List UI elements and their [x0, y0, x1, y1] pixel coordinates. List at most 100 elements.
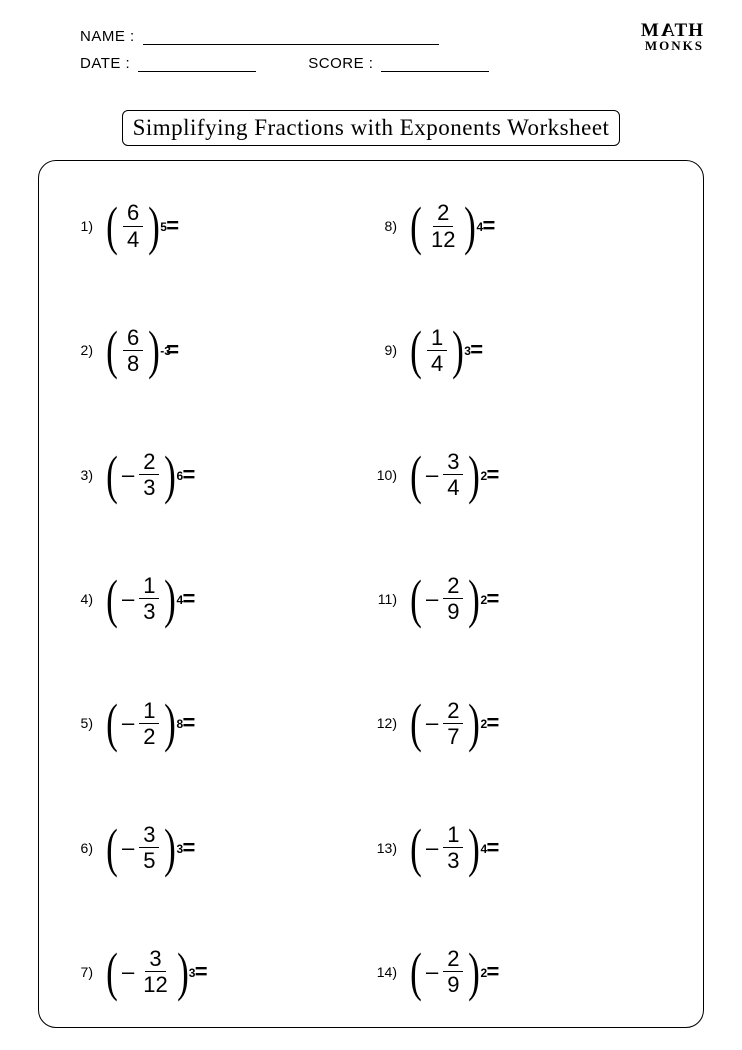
- expression: (–12)8=: [103, 696, 195, 750]
- exponent: 2: [480, 966, 487, 980]
- denominator: 9: [443, 972, 463, 996]
- equals-sign: =: [182, 835, 195, 861]
- title-wrap: Simplifying Fractions with Exponents Wor…: [38, 110, 704, 146]
- fraction: 29: [443, 574, 463, 623]
- denominator: 4: [443, 475, 463, 499]
- left-paren: (: [106, 821, 118, 875]
- problem: 13)(–13)4=: [371, 813, 675, 883]
- denominator: 5: [139, 848, 159, 872]
- fraction: 68: [123, 326, 143, 375]
- expression: (–29)2=: [407, 945, 499, 999]
- numerator: 3: [145, 947, 165, 972]
- exponent: 3: [189, 966, 196, 980]
- right-paren: ): [165, 572, 177, 626]
- problem-number: 2): [67, 342, 93, 358]
- denominator: 3: [443, 848, 463, 872]
- numerator: 2: [443, 574, 463, 599]
- exponent: 3: [464, 344, 471, 358]
- right-column: 8)(212)4=9)(14)3=10)(–34)2=11)(–29)2=12)…: [371, 191, 675, 1007]
- fraction: 13: [443, 823, 463, 872]
- problem: 2) (68)-3=: [67, 315, 371, 385]
- left-paren: (: [106, 572, 118, 626]
- problem-number: 14): [371, 964, 397, 980]
- expression: (64)5=: [103, 199, 179, 253]
- name-label: NAME :: [80, 28, 135, 45]
- denominator: 8: [123, 351, 143, 375]
- date-score-row: DATE : SCORE :: [80, 55, 704, 72]
- problem: 12)(–27)2=: [371, 688, 675, 758]
- denominator: 12: [139, 972, 171, 996]
- left-paren: (: [106, 448, 118, 502]
- denominator: 2: [139, 724, 159, 748]
- denominator: 4: [427, 351, 447, 375]
- problem-number: 12): [371, 715, 397, 731]
- right-paren: ): [165, 821, 177, 875]
- negative-sign: –: [122, 462, 134, 488]
- problem-number: 7): [67, 964, 93, 980]
- logo-monks: MONKS: [641, 40, 704, 52]
- numerator: 2: [433, 201, 453, 226]
- left-paren: (: [410, 448, 422, 502]
- numerator: 2: [139, 450, 159, 475]
- numerator: 1: [443, 823, 463, 848]
- expression: (–13)4=: [407, 821, 499, 875]
- left-paren: (: [106, 696, 118, 750]
- brand-logo: MATH MONKS: [641, 22, 704, 52]
- problem: 11)(–29)2=: [371, 564, 675, 634]
- fraction: 13: [139, 574, 159, 623]
- left-paren: (: [106, 945, 118, 999]
- problem: 9)(14)3=: [371, 315, 675, 385]
- denominator: 7: [443, 724, 463, 748]
- equals-sign: =: [195, 959, 208, 985]
- date-blank[interactable]: [138, 71, 256, 72]
- problem: 14)(–29)2=: [371, 937, 675, 1007]
- expression: (–29)2=: [407, 572, 499, 626]
- right-paren: ): [469, 572, 481, 626]
- denominator: 3: [139, 475, 159, 499]
- problem: 5) (–12)8=: [67, 688, 371, 758]
- equals-sign: =: [470, 337, 483, 363]
- fraction: 23: [139, 450, 159, 499]
- right-paren: ): [465, 199, 477, 253]
- right-paren: ): [452, 323, 464, 377]
- exponent: 4: [480, 842, 487, 856]
- problem: 6)(–35)3=: [67, 813, 371, 883]
- expression: (14)3=: [407, 323, 483, 377]
- score-blank[interactable]: [381, 71, 489, 72]
- exponent: -3: [160, 344, 171, 358]
- expression: (–312)3=: [103, 945, 208, 999]
- problem: 4)(–13)4=: [67, 564, 371, 634]
- exponent: 8: [176, 717, 183, 731]
- fraction: 27: [443, 699, 463, 748]
- numerator: 1: [427, 326, 447, 351]
- name-blank[interactable]: [143, 44, 439, 45]
- denominator: 9: [443, 599, 463, 623]
- left-paren: (: [410, 696, 422, 750]
- problem-number: 5): [67, 715, 93, 731]
- left-paren: (: [410, 323, 422, 377]
- expression: (68)-3=: [103, 323, 179, 377]
- equals-sign: =: [486, 462, 499, 488]
- negative-sign: –: [122, 959, 134, 985]
- name-row: NAME :: [80, 28, 704, 45]
- problems-container: 1)(64)5=2)(68)-3=3)(–23)6=4)(–13)4=5)(–1…: [38, 160, 704, 1028]
- expression: (–35)3=: [103, 821, 195, 875]
- exponent: 6: [176, 469, 183, 483]
- expression: (–23)6=: [103, 448, 195, 502]
- equals-sign: =: [486, 710, 499, 736]
- problem: 3)(–23)6=: [67, 440, 371, 510]
- numerator: 1: [139, 574, 159, 599]
- fraction: 34: [443, 450, 463, 499]
- expression: (–34)2=: [407, 448, 499, 502]
- date-label: DATE :: [80, 55, 130, 72]
- negative-sign: –: [122, 710, 134, 736]
- worksheet-title: Simplifying Fractions with Exponents Wor…: [122, 110, 621, 146]
- left-paren: (: [106, 199, 118, 253]
- expression: (–13)4=: [103, 572, 195, 626]
- left-paren: (: [410, 821, 422, 875]
- right-paren: ): [165, 696, 177, 750]
- fraction: 14: [427, 326, 447, 375]
- equals-sign: =: [182, 710, 195, 736]
- numerator: 2: [443, 699, 463, 724]
- fraction: 64: [123, 201, 143, 250]
